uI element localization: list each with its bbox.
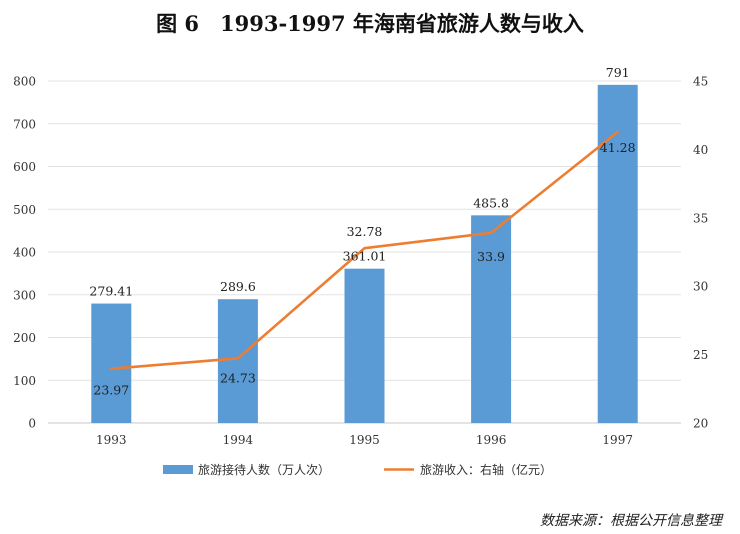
right-axis-tick-label: 20 bbox=[693, 417, 708, 431]
right-axis-tick-label: 40 bbox=[693, 143, 708, 157]
line-path bbox=[110, 130, 620, 370]
left-axis-tick-label: 100 bbox=[13, 374, 36, 388]
right-axis-tick-label: 45 bbox=[693, 75, 708, 89]
bar bbox=[217, 299, 258, 423]
x-axis-tick-label: 1996 bbox=[476, 433, 507, 447]
bar-value-label: 289.6 bbox=[220, 279, 256, 294]
line-value-label: 23.97 bbox=[93, 383, 129, 398]
left-axis-tick-label: 800 bbox=[13, 75, 36, 89]
legend-label: 旅游接待人数（万人次） bbox=[198, 462, 330, 477]
line-value-label: 41.28 bbox=[600, 140, 636, 155]
line-value-label: 33.9 bbox=[477, 249, 505, 264]
bar bbox=[597, 84, 638, 423]
x-axis-tick-label: 1993 bbox=[96, 433, 127, 447]
line-series bbox=[110, 130, 620, 370]
bar bbox=[91, 303, 132, 423]
line-value-label: 32.78 bbox=[347, 224, 383, 239]
left-axis-tick-label: 400 bbox=[13, 246, 36, 260]
chart-title: 图 6 1993-1997 年海南省旅游人数与收入 bbox=[156, 11, 584, 36]
legend-swatch-bar bbox=[163, 465, 193, 474]
legend-label: 旅游收入：右轴（亿元） bbox=[420, 462, 552, 477]
data-labels: 279.41 289.6 361.01 485.8 791 23.97 24.73 32.78… bbox=[89, 65, 635, 398]
bar-value-label: 485.8 bbox=[473, 195, 509, 210]
left-axis-ticks: 0 100 200 300 400 500 600 700 800 bbox=[13, 75, 36, 431]
bar-value-label: 791 bbox=[606, 65, 630, 80]
x-axis-tick-label: 1994 bbox=[223, 433, 254, 447]
left-axis-tick-label: 0 bbox=[28, 417, 36, 431]
legend: 旅游接待人数（万人次） 旅游收入：右轴（亿元） bbox=[163, 462, 552, 477]
x-axis-ticks: 1993 1994 1995 1996 1997 bbox=[96, 433, 633, 447]
left-axis-tick-label: 700 bbox=[13, 117, 36, 131]
right-axis-tick-label: 30 bbox=[693, 280, 708, 294]
bar bbox=[344, 268, 385, 423]
x-axis-tick-label: 1995 bbox=[349, 433, 380, 447]
bar-value-label: 279.41 bbox=[89, 284, 133, 299]
data-source-note: 数据来源：根据公开信息整理 bbox=[540, 513, 722, 529]
left-axis-tick-label: 500 bbox=[13, 203, 36, 217]
left-axis-tick-label: 600 bbox=[13, 160, 36, 174]
bar bbox=[471, 215, 512, 423]
right-axis-ticks: 20 25 30 35 40 45 bbox=[693, 75, 708, 431]
line-value-label: 24.73 bbox=[220, 370, 256, 385]
right-axis-tick-label: 35 bbox=[693, 211, 708, 225]
left-axis-tick-label: 300 bbox=[13, 288, 36, 302]
bar-series bbox=[91, 84, 638, 423]
bar-value-label: 361.01 bbox=[343, 249, 387, 264]
x-axis-tick-label: 1997 bbox=[602, 433, 633, 447]
right-axis-tick-label: 25 bbox=[693, 348, 708, 362]
left-axis-tick-label: 200 bbox=[13, 331, 36, 345]
